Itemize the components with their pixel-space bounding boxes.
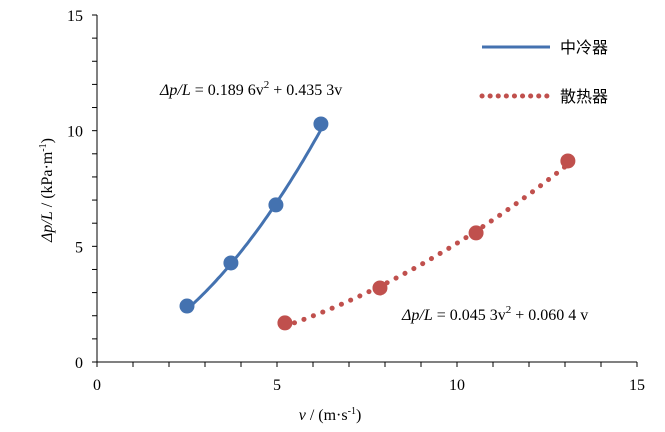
x-axis-label: v / (m·s-1) bbox=[299, 406, 362, 424]
x-tick-label: 5 bbox=[273, 377, 281, 394]
y-tick-label: 5 bbox=[75, 239, 83, 256]
fit-curves bbox=[185, 128, 571, 329]
data-point-0 bbox=[179, 298, 195, 314]
legend-label-radiator: 散热器 bbox=[560, 87, 608, 106]
data-points bbox=[179, 116, 576, 331]
y-tick-label: 0 bbox=[75, 355, 83, 372]
x-tick-label: 0 bbox=[93, 377, 101, 394]
equation-radiator: Δp/L = 0.045 3v2 + 0.060 4 v bbox=[401, 304, 588, 324]
legend-label-intercooler: 中冷器 bbox=[560, 38, 608, 57]
data-point-1 bbox=[372, 280, 388, 296]
legend: 中冷器 散热器 bbox=[479, 38, 608, 106]
data-point-0 bbox=[268, 197, 284, 213]
x-tick-label: 10 bbox=[449, 377, 465, 394]
x-tick-label: 15 bbox=[629, 377, 645, 394]
y-tick-label: 10 bbox=[67, 124, 83, 141]
data-point-0 bbox=[313, 116, 329, 132]
fit-curve-1 bbox=[282, 161, 571, 329]
equation-intercooler: Δp/L = 0.189 6v2 + 0.435 3v bbox=[159, 79, 342, 99]
y-axis-label: Δp/L / (kPa·m-1) bbox=[38, 138, 56, 243]
axes: 0 5 10 15 0 5 10 15 bbox=[67, 8, 645, 394]
y-tick-label: 15 bbox=[67, 8, 83, 25]
data-point-0 bbox=[223, 255, 239, 271]
fit-curve-0 bbox=[185, 128, 323, 311]
data-point-1 bbox=[468, 225, 484, 241]
data-point-1 bbox=[560, 153, 576, 169]
data-point-1 bbox=[277, 315, 293, 331]
